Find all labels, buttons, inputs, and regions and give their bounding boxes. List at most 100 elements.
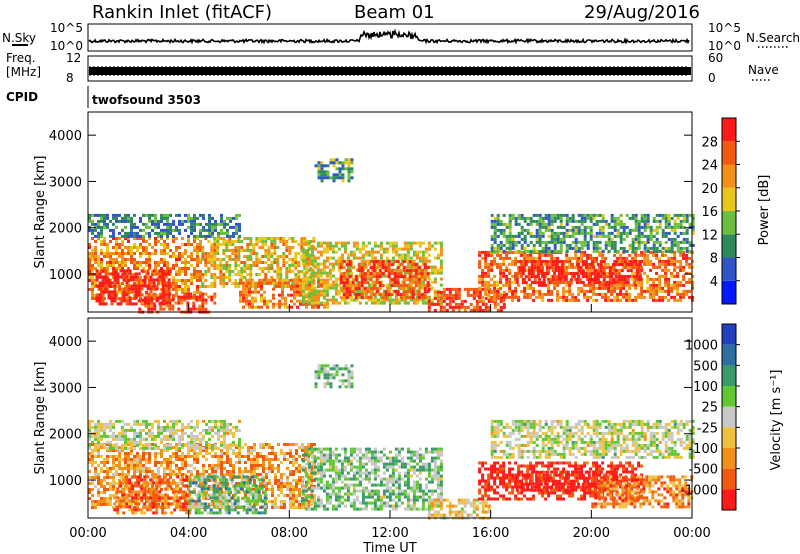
data-cell <box>430 268 434 272</box>
data-cell <box>502 231 506 235</box>
data-cell <box>237 246 241 249</box>
data-cell <box>103 491 106 494</box>
colorbar-tick-label: 4 <box>710 275 718 290</box>
data-cell <box>145 494 148 497</box>
data-cell <box>629 269 633 273</box>
data-cell <box>222 243 226 246</box>
data-cell <box>682 213 686 217</box>
data-cell <box>493 286 497 290</box>
data-cell <box>345 263 349 267</box>
data-cell <box>457 308 461 312</box>
data-cell <box>235 225 238 229</box>
data-cell <box>325 265 329 269</box>
data-cell <box>628 283 632 287</box>
data-cell <box>160 449 163 452</box>
data-cell <box>322 301 326 305</box>
data-cell <box>539 263 543 267</box>
data-cell <box>487 286 491 290</box>
data-cell <box>167 269 171 273</box>
data-cell <box>502 222 506 226</box>
data-cell <box>248 290 251 294</box>
data-cell <box>652 265 656 269</box>
data-cell <box>598 228 602 232</box>
data-cell <box>619 213 623 217</box>
data-cell <box>279 267 283 270</box>
nsky-tick-bottom: 10^0 <box>50 39 83 53</box>
data-cell <box>408 275 412 279</box>
data-cell <box>210 255 214 258</box>
data-cell <box>118 213 121 217</box>
data-cell <box>240 240 244 243</box>
data-cell <box>139 455 142 458</box>
data-cell <box>228 243 232 246</box>
data-cell <box>625 231 629 235</box>
data-cell <box>658 249 662 253</box>
data-cell <box>575 281 579 285</box>
data-cell <box>249 273 253 276</box>
data-cell <box>586 289 590 293</box>
data-cell <box>282 264 286 267</box>
data-cell <box>526 222 530 226</box>
data-cell <box>562 280 566 284</box>
data-cell <box>296 281 299 285</box>
data-cell <box>187 234 190 238</box>
data-cell <box>608 266 612 270</box>
data-cell <box>305 302 308 306</box>
data-cell <box>328 268 332 272</box>
data-cell <box>373 295 377 299</box>
data-cell <box>550 216 554 220</box>
data-cell <box>631 216 635 220</box>
data-cell <box>691 225 695 229</box>
data-cell <box>613 225 617 229</box>
data-cell <box>649 262 653 266</box>
data-cell <box>300 249 304 252</box>
data-cell <box>91 258 94 261</box>
data-cell <box>361 253 365 257</box>
data-cell <box>661 268 665 272</box>
data-cell <box>109 485 112 488</box>
data-cell <box>412 241 416 245</box>
data-cell <box>399 269 403 273</box>
data-cell <box>109 482 112 485</box>
data-cell <box>481 268 485 272</box>
data-cell <box>142 240 145 243</box>
data-cell <box>586 295 590 299</box>
data-cell <box>293 293 296 297</box>
data-cell <box>94 267 97 270</box>
data-cell <box>529 256 533 260</box>
data-cell <box>367 253 371 257</box>
data-cell <box>112 464 115 467</box>
data-cell <box>178 228 181 232</box>
data-cell <box>487 290 491 294</box>
data-cell <box>151 294 154 297</box>
data-cell <box>147 304 151 308</box>
data-cell <box>646 262 650 266</box>
data-cell <box>533 278 537 282</box>
data-cell <box>145 252 148 255</box>
data-cell <box>166 264 169 267</box>
data-cell <box>163 467 166 470</box>
data-cell <box>278 293 281 297</box>
data-cell <box>541 295 545 299</box>
data-cell <box>154 225 157 229</box>
data-cell <box>493 225 497 229</box>
data-cell <box>505 277 509 281</box>
data-cell <box>178 255 181 258</box>
data-cell <box>448 296 452 300</box>
data-cell <box>261 237 265 240</box>
data-cell <box>351 281 355 285</box>
data-cell <box>251 299 254 303</box>
data-cell <box>193 237 196 240</box>
data-cell <box>550 222 554 226</box>
data-cell <box>610 231 614 235</box>
data-cell <box>423 263 427 267</box>
data-cell <box>646 289 650 293</box>
data-cell <box>124 219 127 223</box>
data-cell <box>372 284 376 288</box>
data-cell <box>293 296 296 300</box>
data-cell <box>171 304 175 308</box>
data-cell <box>664 219 668 223</box>
data-cell <box>124 234 127 238</box>
data-cell <box>514 243 518 247</box>
data-cell <box>524 281 528 285</box>
